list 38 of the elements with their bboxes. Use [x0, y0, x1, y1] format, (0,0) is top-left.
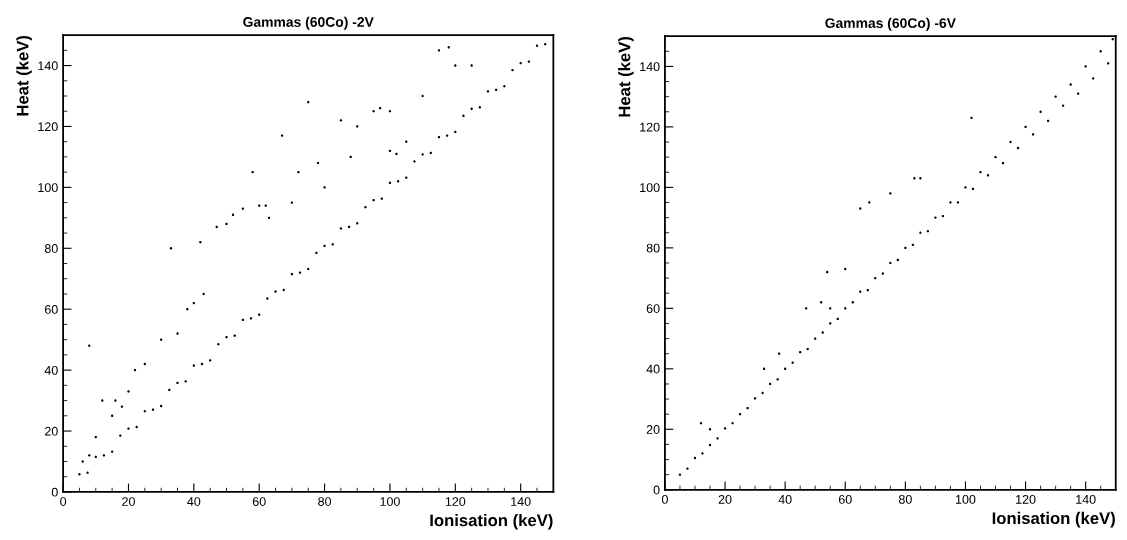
y-tick-label: 100 — [38, 183, 58, 193]
y-tick-label: 140 — [38, 61, 58, 71]
y-axis-title: Heat (keV) — [16, 35, 32, 116]
x-tick-label: 140 — [1076, 494, 1096, 504]
y-axis-title: Heat (keV) — [618, 37, 634, 117]
y-tick-label: 140 — [640, 62, 660, 72]
x-tick-label: 60 — [252, 497, 266, 506]
y-tick-label: 100 — [640, 183, 660, 193]
x-tick-label: 120 — [445, 497, 466, 506]
y-tick-label: 40 — [646, 364, 660, 374]
y-tick-label: 0 — [51, 487, 58, 497]
x-tick-label: 40 — [187, 497, 201, 506]
x-tick-label: 80 — [898, 494, 912, 504]
y-tick-label: 0 — [653, 485, 660, 495]
x-tick-label: 20 — [122, 497, 135, 506]
x-tick-label: 100 — [380, 497, 400, 506]
x-axis-title: Ionisation (keV) — [430, 514, 553, 530]
x-tick-label: 140 — [511, 497, 531, 506]
x-tick-label: 80 — [318, 497, 332, 506]
x-tick-label: 60 — [838, 494, 852, 504]
y-tick-label: 20 — [44, 426, 58, 436]
chart-title: Gammas (60Co) -6V — [825, 17, 956, 31]
x-tick-label: 0 — [661, 494, 668, 504]
y-tick-label: 80 — [646, 243, 660, 253]
y-tick-label: 40 — [44, 365, 58, 375]
y-tick-label: 80 — [44, 244, 58, 253]
x-axis-title: Ionisation (keV) — [992, 511, 1115, 528]
x-tick-label: 20 — [718, 494, 732, 504]
chart-title: Gammas (60Co) -2V — [243, 16, 374, 30]
x-tick-label: 100 — [955, 494, 976, 504]
y-tick-label: 120 — [640, 122, 660, 132]
x-tick-label: 40 — [778, 494, 792, 504]
y-tick-label: 60 — [646, 304, 660, 313]
y-tick-label: 20 — [646, 425, 660, 434]
y-tick-label: 60 — [44, 305, 58, 314]
x-tick-label: 0 — [60, 497, 67, 506]
x-tick-label: 120 — [1016, 494, 1036, 504]
y-tick-label: 120 — [38, 122, 58, 132]
